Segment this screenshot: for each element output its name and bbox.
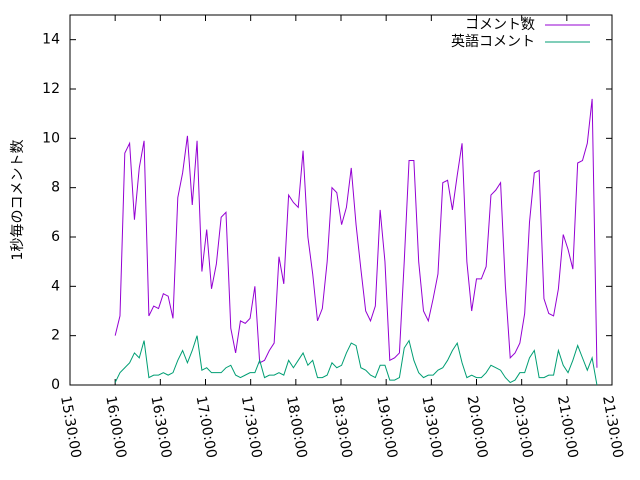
y-tick-label: 4 bbox=[51, 278, 60, 294]
y-tick-label: 12 bbox=[42, 81, 60, 97]
y-tick-label: 14 bbox=[42, 32, 60, 48]
x-tick-label: 20:30:00 bbox=[509, 395, 536, 460]
x-tick-label: 20:00:00 bbox=[464, 395, 491, 460]
legend-label: 英語コメント bbox=[451, 33, 535, 50]
y-axis-label: 1秒毎のコメント数 bbox=[10, 140, 26, 261]
x-tick-label: 16:00:00 bbox=[102, 395, 129, 460]
series-line bbox=[114, 98, 598, 368]
x-tick-label: 19:00:00 bbox=[373, 395, 400, 460]
series-line bbox=[114, 335, 598, 386]
x-tick-label: 15:30:00 bbox=[57, 395, 84, 460]
x-tick-label: 19:30:00 bbox=[418, 395, 445, 460]
y-tick-label: 8 bbox=[51, 180, 60, 196]
x-tick-label: 16:30:00 bbox=[147, 395, 174, 460]
x-tick-label: 21:30:00 bbox=[599, 395, 626, 460]
y-tick-label: 0 bbox=[51, 377, 60, 393]
x-tick-label: 21:00:00 bbox=[554, 395, 581, 460]
y-tick-label: 2 bbox=[51, 328, 60, 344]
legend-label: コメント数 bbox=[465, 17, 535, 33]
x-tick-label: 17:00:00 bbox=[193, 395, 220, 460]
x-tick-label: 17:30:00 bbox=[238, 395, 265, 460]
x-tick-label: 18:30:00 bbox=[328, 395, 355, 460]
x-tick-label: 18:00:00 bbox=[283, 395, 310, 460]
y-tick-label: 6 bbox=[51, 229, 60, 245]
plot-border bbox=[69, 14, 613, 386]
y-tick-label: 10 bbox=[42, 130, 60, 146]
